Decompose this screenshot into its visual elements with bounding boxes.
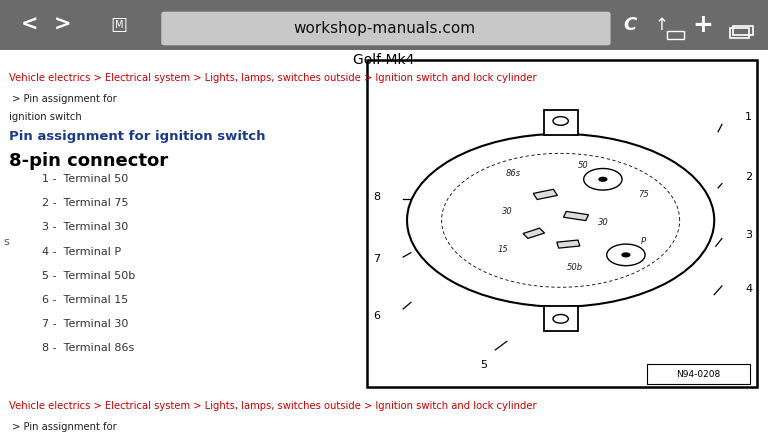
Text: 3 -  Terminal 30: 3 - Terminal 30 (42, 222, 128, 232)
Text: Golf Mk4: Golf Mk4 (353, 53, 415, 67)
Text: 8: 8 (372, 191, 380, 202)
FancyBboxPatch shape (367, 60, 757, 387)
Text: workshop-manuals.com: workshop-manuals.com (293, 21, 475, 36)
Text: > Pin assignment for: > Pin assignment for (9, 422, 117, 432)
Text: ignition switch: ignition switch (9, 112, 82, 122)
Bar (564, 211, 588, 221)
Text: 7: 7 (372, 254, 380, 264)
Text: > Pin assignment for: > Pin assignment for (9, 94, 117, 104)
Text: 4 -  Terminal P: 4 - Terminal P (42, 247, 121, 257)
Text: 4: 4 (745, 284, 753, 295)
Text: 7 -  Terminal 30: 7 - Terminal 30 (42, 319, 128, 329)
Circle shape (553, 314, 568, 323)
Bar (523, 228, 545, 238)
Text: <: < (21, 15, 38, 35)
Text: +: + (692, 13, 713, 37)
FancyBboxPatch shape (733, 26, 753, 35)
Text: 3: 3 (745, 230, 753, 241)
Text: 5: 5 (480, 360, 488, 370)
Text: 15: 15 (498, 245, 508, 254)
Text: 8 -  Terminal 86s: 8 - Terminal 86s (42, 343, 134, 353)
FancyBboxPatch shape (0, 0, 768, 50)
Text: N94-0208: N94-0208 (676, 370, 720, 378)
Text: 6: 6 (372, 311, 380, 321)
Circle shape (407, 134, 714, 307)
Text: 2 -  Terminal 75: 2 - Terminal 75 (42, 198, 129, 208)
Circle shape (553, 117, 568, 125)
Text: >: > (55, 15, 71, 35)
Text: 8-pin connector: 8-pin connector (9, 152, 168, 170)
Text: Vehicle electrics > Electrical system > Lights, lamps, switches outside > Igniti: Vehicle electrics > Electrical system > … (9, 73, 537, 83)
Circle shape (584, 168, 622, 190)
Bar (533, 189, 558, 200)
Text: 50: 50 (578, 161, 589, 169)
Text: M: M (114, 19, 124, 30)
Text: 1: 1 (745, 111, 753, 122)
Text: C: C (623, 16, 637, 34)
FancyBboxPatch shape (544, 306, 578, 331)
Text: 86s: 86s (505, 169, 521, 178)
Text: P: P (641, 237, 646, 245)
Text: ↑: ↑ (655, 16, 669, 34)
Circle shape (607, 244, 645, 266)
Text: 1 -  Terminal 50: 1 - Terminal 50 (42, 174, 128, 184)
FancyBboxPatch shape (544, 110, 578, 135)
FancyBboxPatch shape (161, 12, 611, 45)
Text: □: □ (111, 16, 127, 34)
Text: 75: 75 (638, 190, 649, 199)
Text: s: s (3, 237, 8, 247)
Text: 2: 2 (745, 172, 753, 182)
FancyBboxPatch shape (647, 364, 750, 384)
Text: 6 -  Terminal 15: 6 - Terminal 15 (42, 295, 128, 305)
Text: 30: 30 (598, 218, 608, 227)
Text: 5 -  Terminal 50b: 5 - Terminal 50b (42, 271, 135, 281)
Circle shape (621, 252, 631, 257)
Bar (557, 240, 580, 248)
Text: 50b: 50b (567, 264, 582, 272)
Text: Pin assignment for ignition switch: Pin assignment for ignition switch (9, 130, 266, 143)
Text: Vehicle electrics > Electrical system > Lights, lamps, switches outside > Igniti: Vehicle electrics > Electrical system > … (9, 401, 537, 411)
Circle shape (598, 177, 607, 182)
Text: 30: 30 (502, 207, 512, 216)
